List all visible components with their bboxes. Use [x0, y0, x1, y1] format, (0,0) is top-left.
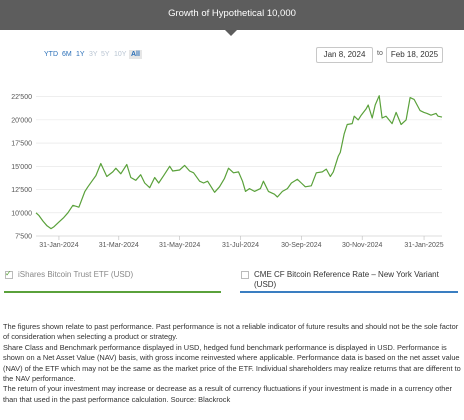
x-tick-label: 31-Jan-2024 — [39, 242, 78, 249]
y-tick-label: 7'500 — [15, 234, 32, 241]
x-tick-label: 31-Jan-2025 — [404, 242, 443, 249]
disclaimer-paragraph: The figures shown relate to past perform… — [3, 322, 459, 342]
date-to-input[interactable]: Feb 18, 2025 — [386, 47, 443, 63]
performance-disclaimer: The figures shown relate to past perform… — [3, 322, 461, 405]
legend-label-cme-benchmark: CME CF Bitcoin Reference Rate – New York… — [254, 270, 439, 289]
zoom-10y-button: 10Y — [114, 51, 127, 58]
y-tick-label: 15'000 — [11, 164, 32, 171]
growth-line-chart: 7'500 10'000 12'500 15'000 17'500 20'000 22'50… — [11, 94, 444, 249]
legend-checkbox-ishares[interactable] — [5, 271, 13, 279]
legend-label-ishares: iShares Bitcoin Trust ETF (USD) — [18, 270, 134, 279]
x-tick-label: 31-Jul-2024 — [222, 242, 259, 249]
x-axis — [36, 235, 442, 240]
date-from-input[interactable]: Jan 8, 2024 — [316, 47, 373, 63]
series-line-ishares — [35, 95, 443, 230]
x-axis-tick-labels: 31-Jan-2024 31-Mar-2024 31-May-2024 31-Jul-… — [39, 242, 444, 249]
chart-header-banner: Growth of Hypothetical 10,000 — [0, 0, 464, 30]
checkmark-icon: ✓ — [5, 269, 12, 278]
legend-item-ishares[interactable]: ✓ iShares Bitcoin Trust ETF (USD) — [4, 269, 221, 293]
zoom-6m-button[interactable]: 6M — [62, 51, 72, 58]
chart-title: Growth of Hypothetical 10,000 — [168, 8, 296, 19]
zoom-all-button[interactable]: All — [129, 50, 142, 59]
chart-series — [35, 95, 443, 230]
date-range-to-label: to — [377, 50, 383, 57]
x-tick-label: 30-Sep-2024 — [281, 242, 322, 249]
zoom-3y-button: 3Y — [89, 51, 98, 58]
x-tick-label: 30-Nov-2024 — [342, 242, 383, 249]
y-tick-label: 10'000 — [11, 210, 32, 217]
zoom-1y-button[interactable]: 1Y — [76, 51, 85, 58]
banner-pointer-icon — [225, 30, 237, 36]
x-tick-label: 31-May-2024 — [159, 242, 200, 249]
y-tick-label: 22'500 — [11, 94, 32, 101]
y-tick-label: 20'000 — [11, 117, 32, 124]
x-tick-label: 31-Mar-2024 — [99, 242, 139, 249]
y-tick-label: 12'500 — [11, 187, 32, 194]
y-axis-tick-labels: 7'500 10'000 12'500 15'000 17'500 20'000 22'50… — [11, 94, 32, 240]
legend-checkbox-cme-benchmark[interactable] — [241, 271, 249, 279]
zoom-ytd-button[interactable]: YTD — [44, 51, 58, 58]
chart-gridlines — [36, 96, 442, 214]
disclaimer-paragraph: Share Class and Benchmark performance di… — [3, 342, 461, 384]
zoom-5y-button: 5Y — [101, 51, 110, 58]
legend-item-cme-benchmark[interactable]: CME CF Bitcoin Reference Rate – New York… — [240, 269, 458, 293]
disclaimer-paragraph: The return of your investment may increa… — [3, 384, 452, 404]
y-tick-label: 17'500 — [11, 141, 32, 148]
